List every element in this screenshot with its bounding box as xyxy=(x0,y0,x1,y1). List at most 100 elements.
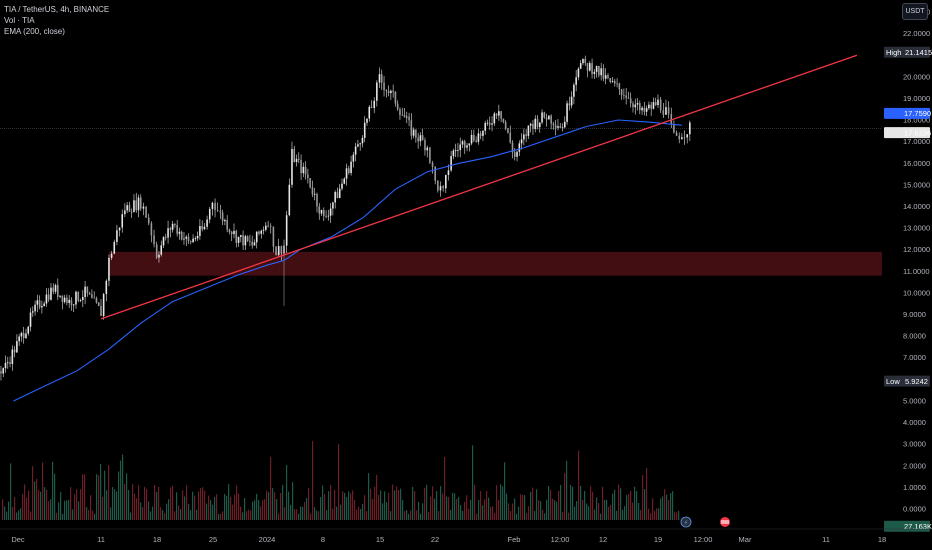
candle-body xyxy=(405,116,408,118)
volume-bar xyxy=(452,492,454,520)
volume-bar xyxy=(472,445,474,520)
volume-bar xyxy=(432,486,434,520)
volume-bar xyxy=(50,499,52,520)
candle-body xyxy=(385,90,388,91)
ema-200-line[interactable] xyxy=(13,119,682,402)
volume-bar xyxy=(620,488,622,520)
candle-body xyxy=(244,236,247,246)
candle-body xyxy=(208,208,211,220)
volume-bar xyxy=(238,493,240,520)
candle-body xyxy=(520,139,523,144)
volume-bar xyxy=(494,513,496,520)
candle-body xyxy=(84,286,86,298)
currency-unit-button[interactable]: USDT xyxy=(902,3,928,20)
candle-body xyxy=(137,197,140,211)
price-tick-label: 3.0000 xyxy=(903,440,926,449)
candle-body xyxy=(260,230,263,234)
candle-body xyxy=(577,68,580,78)
candle-body xyxy=(650,104,652,109)
candle-body xyxy=(627,97,630,99)
candle-body xyxy=(38,300,41,308)
volume-bar xyxy=(410,510,412,520)
ema-legend[interactable]: EMA (200, close) xyxy=(4,27,65,36)
candle-body xyxy=(475,140,477,142)
volume-bar xyxy=(586,503,588,520)
volume-bar xyxy=(516,513,518,520)
volume-bar xyxy=(492,506,494,520)
volume-bar xyxy=(190,510,192,520)
price-tick-label: 20.0000 xyxy=(903,72,930,81)
volume-bar xyxy=(202,487,204,520)
trendline[interactable] xyxy=(100,54,858,320)
volume-bar xyxy=(378,494,380,520)
volume-bar xyxy=(440,486,442,520)
volume-bar xyxy=(72,509,74,520)
volume-bar xyxy=(176,492,178,520)
candle-body xyxy=(79,299,82,301)
support-zone[interactable] xyxy=(108,251,882,276)
candle-body xyxy=(354,146,357,155)
candle-body xyxy=(139,197,142,209)
time-tick-label: 8 xyxy=(321,535,325,544)
candle-body xyxy=(258,231,260,234)
candle-body xyxy=(616,83,618,85)
candle-body xyxy=(295,158,298,162)
lightning-event-icon[interactable] xyxy=(680,516,692,528)
candle-body xyxy=(70,299,73,306)
candle-body xyxy=(164,237,167,238)
candle-body xyxy=(25,333,27,339)
candle-body xyxy=(187,236,190,242)
candle-body xyxy=(588,63,591,71)
volume-bar xyxy=(130,512,132,520)
volume-bar xyxy=(316,510,318,520)
candle-body xyxy=(645,108,648,112)
price-tick-label: 13.0000 xyxy=(903,224,930,233)
candle-body xyxy=(155,244,158,258)
volume-bar xyxy=(514,498,516,520)
candle-body xyxy=(368,106,371,119)
candle-body xyxy=(329,208,332,216)
candle-body xyxy=(66,297,68,303)
volume-bar xyxy=(546,499,548,520)
volume-bar xyxy=(288,491,290,520)
volume-bar xyxy=(300,506,302,520)
volume-bar xyxy=(490,506,492,520)
volume-bar xyxy=(468,508,470,520)
volume-legend[interactable]: Vol · TIA xyxy=(4,16,35,25)
volume-bar xyxy=(634,486,636,520)
candle-body xyxy=(338,188,341,198)
price-axis[interactable] xyxy=(882,0,932,550)
price-tick-label: 18.0000 xyxy=(903,116,930,125)
volume-bar xyxy=(368,473,370,520)
volume-bar xyxy=(340,504,342,520)
candle-body xyxy=(272,226,275,247)
volume-bar xyxy=(330,484,332,520)
candle-body xyxy=(68,299,70,303)
candle-body xyxy=(399,109,401,115)
volume-bar xyxy=(140,502,142,520)
candle-body xyxy=(525,134,527,136)
symbol-legend[interactable]: TIA / TetherUS, 4h, BINANCE xyxy=(4,5,110,14)
candle-body xyxy=(52,287,55,292)
candle-body xyxy=(59,295,61,297)
volume-bar xyxy=(424,487,426,520)
volume-bar xyxy=(254,500,256,520)
candle-body xyxy=(507,128,509,133)
volume-bar xyxy=(52,461,54,520)
price-tick-label: 16.0000 xyxy=(903,159,930,168)
candle-body xyxy=(459,144,462,151)
candle-body xyxy=(167,228,169,238)
time-tick-label: Dec xyxy=(11,535,25,544)
candle-body xyxy=(429,147,431,163)
volume-bar xyxy=(626,495,628,520)
volume-bar xyxy=(584,490,586,520)
volume-bar xyxy=(168,499,170,520)
candle-body xyxy=(513,152,516,157)
candle-body xyxy=(63,297,66,302)
candle-body xyxy=(484,122,487,131)
candle-body xyxy=(431,162,434,167)
volume-bar xyxy=(504,462,506,520)
volume-bar xyxy=(314,507,316,520)
